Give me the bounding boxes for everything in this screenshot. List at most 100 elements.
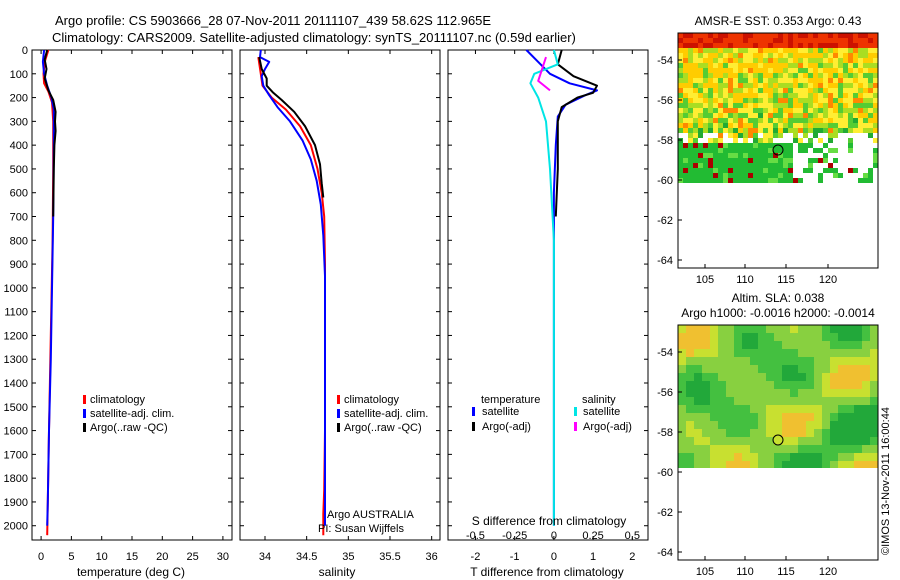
sst-cell <box>778 168 783 173</box>
sst-cell <box>683 98 688 103</box>
sst-cell <box>718 78 723 83</box>
sst-cell <box>753 83 758 88</box>
sst-cell <box>788 88 793 93</box>
sla-cell <box>830 405 838 413</box>
sst-cell <box>688 48 693 53</box>
sst-cell <box>718 138 723 143</box>
sst-cell <box>803 123 808 128</box>
sla-cell <box>782 333 790 341</box>
sst-cell <box>753 158 758 163</box>
sst-cell <box>823 98 828 103</box>
sla-cell <box>782 389 790 397</box>
sst-cell <box>758 53 763 58</box>
depth-tick-label: 0 <box>22 45 28 57</box>
sst-cell <box>828 98 833 103</box>
sla-cell <box>846 325 854 333</box>
sla-cell <box>790 389 798 397</box>
sst-cell <box>718 178 723 183</box>
sla-cell <box>838 421 846 429</box>
sst-cell <box>783 158 788 163</box>
sst-cell <box>828 128 833 133</box>
sst-cell <box>758 158 763 163</box>
sla-cell <box>790 365 798 373</box>
sst-cell <box>863 113 868 118</box>
sst-cell <box>753 143 758 148</box>
sst-cell <box>723 38 728 43</box>
sst-cell <box>698 88 703 93</box>
sst-cell <box>698 43 703 48</box>
sla-cell <box>814 381 822 389</box>
sst-cell <box>688 113 693 118</box>
sst-cell <box>843 108 848 113</box>
series-line-s-argo-adj- <box>537 56 551 92</box>
sst-cell <box>808 118 813 123</box>
sla-cell <box>846 445 854 453</box>
sst-cell <box>718 113 723 118</box>
sst-cell <box>688 128 693 133</box>
sst-cell <box>818 158 823 163</box>
sla-cell <box>798 341 806 349</box>
sla-cell <box>702 341 710 349</box>
sst-cell <box>738 153 743 158</box>
sst-cell <box>708 143 713 148</box>
sla-cell <box>702 421 710 429</box>
depth-tick-label: 1300 <box>4 354 28 366</box>
series-line-t-argo-adj- <box>554 49 598 217</box>
argo-pi-label: PI: Susan Wijffels <box>318 523 404 535</box>
sla-cell <box>806 333 814 341</box>
sst-cell <box>713 118 718 123</box>
sla-cell <box>870 453 878 461</box>
sla-cell <box>854 341 862 349</box>
sst-cell <box>833 58 838 63</box>
sla-cell <box>742 429 750 437</box>
sst-cell <box>688 133 693 138</box>
sla-cell <box>862 373 870 381</box>
sst-cell <box>763 133 768 138</box>
sst-cell <box>743 158 748 163</box>
map-y-tick-label: -62 <box>657 507 673 519</box>
sst-cell <box>743 128 748 133</box>
sst-cell <box>758 168 763 173</box>
sst-cell <box>713 73 718 78</box>
sst-cell <box>703 118 708 123</box>
argo-program-label: Argo AUSTRALIA <box>327 509 414 521</box>
sst-cell <box>728 78 733 83</box>
sst-cell <box>718 153 723 158</box>
sla-cell <box>870 461 878 468</box>
sst-cell <box>828 123 833 128</box>
sst-cell <box>848 68 853 73</box>
sst-cell <box>793 53 798 58</box>
figure-title-line2: Climatology: CARS2009. Satellite-adjuste… <box>52 30 576 45</box>
sst-cell <box>728 163 733 168</box>
sst-cell <box>708 78 713 83</box>
sst-cell <box>778 88 783 93</box>
sst-cell <box>828 133 833 138</box>
sst-cell <box>858 73 863 78</box>
sst-cell <box>873 48 878 53</box>
sst-cell <box>833 128 838 133</box>
sla-cell <box>830 445 838 453</box>
sst-cell <box>788 118 793 123</box>
sst-cell <box>708 73 713 78</box>
sst-cell <box>698 103 703 108</box>
sla-cell <box>766 389 774 397</box>
sst-cell <box>798 53 803 58</box>
sst-cell <box>793 38 798 43</box>
sla-cell <box>838 349 846 357</box>
sst-cell <box>858 53 863 58</box>
sst-cell <box>723 178 728 183</box>
sst-cell <box>733 48 738 53</box>
sst-cell <box>838 88 843 93</box>
sst-cell <box>778 158 783 163</box>
sst-cell <box>758 93 763 98</box>
sst-cell <box>793 68 798 73</box>
sst-cell <box>678 108 683 113</box>
sst-cell <box>803 128 808 133</box>
sst-cell <box>773 103 778 108</box>
map-y-tick-label: -64 <box>657 255 673 267</box>
sst-cell <box>833 68 838 73</box>
sst-cell <box>693 123 698 128</box>
sst-cell <box>733 118 738 123</box>
sla-cell <box>838 397 846 405</box>
sst-cell <box>828 83 833 88</box>
